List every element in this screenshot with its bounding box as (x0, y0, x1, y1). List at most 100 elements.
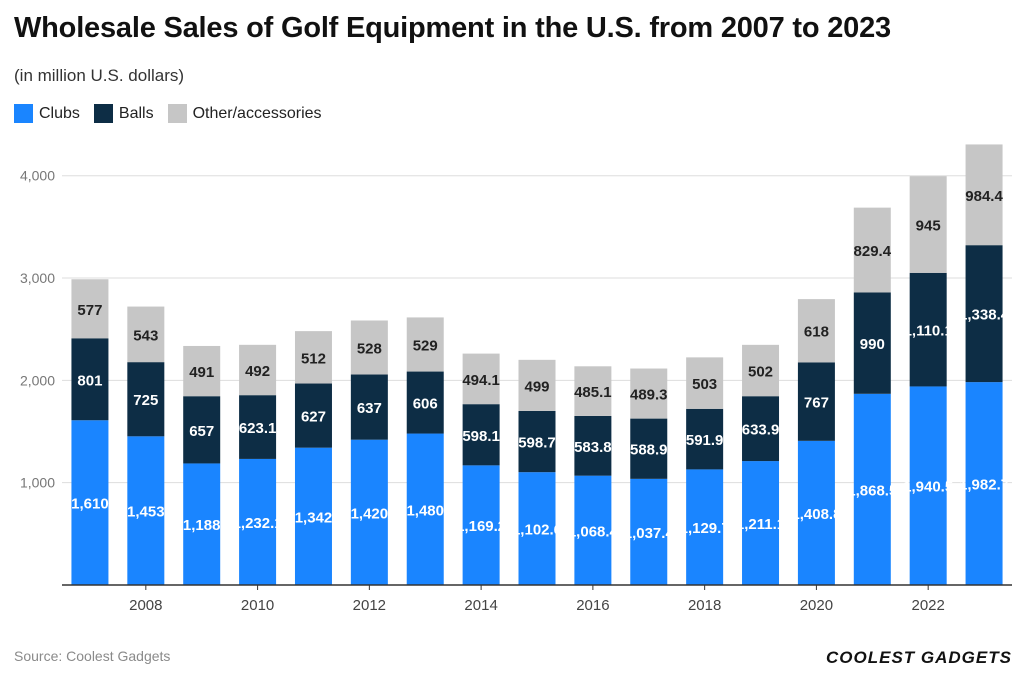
data-label-other: 503 (692, 376, 717, 393)
y-tick-label: 3,000 (20, 270, 55, 286)
data-label-clubs: 1,037.4 (624, 525, 675, 542)
bar-other (686, 357, 724, 409)
data-label-balls: 637 (357, 400, 382, 417)
y-tick-label: 4,000 (20, 168, 55, 184)
data-label-clubs: 1,232.1 (233, 515, 283, 532)
bar-other (909, 176, 947, 273)
bar-other (239, 344, 277, 396)
x-tick-label: 2020 (800, 597, 833, 614)
data-label-balls: 657 (189, 423, 214, 440)
data-label-balls: 767 (804, 395, 829, 412)
data-label-clubs: 1,420 (351, 505, 389, 522)
data-label-clubs: 1,169.2 (456, 518, 506, 535)
data-label-balls: 623.1 (239, 420, 277, 437)
bar-balls (686, 408, 724, 470)
data-label-other: 984.4 (965, 188, 1003, 205)
bar-balls (574, 415, 612, 476)
bar-balls (406, 371, 444, 434)
legend-item-other: Other/accessories (167, 104, 322, 123)
bar-balls (797, 362, 835, 441)
bar-clubs (574, 475, 612, 585)
x-tick-label: 2010 (241, 597, 274, 614)
bar-other (742, 344, 780, 397)
legend-label-balls: Balls (118, 104, 154, 122)
data-label-other: 543 (133, 327, 158, 344)
data-label-balls: 725 (133, 392, 158, 409)
y-tick-label: 1,000 (20, 475, 55, 491)
bar-balls (183, 396, 221, 464)
bar-other (797, 299, 835, 363)
bar-balls (462, 404, 500, 466)
bar-clubs (71, 420, 109, 585)
data-label-other: 618 (804, 324, 829, 341)
data-label-clubs: 1,129.7 (680, 520, 730, 537)
x-tick-label: 2012 (353, 597, 386, 614)
bar-balls (127, 362, 165, 437)
data-label-clubs: 1,342 (295, 509, 333, 526)
bar-clubs (909, 386, 947, 585)
bar-balls (239, 395, 277, 459)
chart-title: Wholesale Sales of Golf Equipment in the… (14, 12, 891, 44)
data-label-balls: 588.9 (630, 442, 668, 459)
data-label-clubs: 1,982.7 (959, 477, 1009, 494)
data-label-other: 492 (245, 363, 270, 380)
bar-balls (294, 383, 332, 448)
data-label-balls: 583.8 (574, 439, 612, 456)
bar-balls (853, 292, 891, 394)
bar-clubs (742, 461, 780, 585)
bar-balls (909, 272, 947, 387)
data-label-balls: 1,338.4 (959, 307, 1010, 324)
brand-logo: COOLEST GADGETS (826, 648, 1012, 667)
bar-balls (965, 245, 1003, 383)
bar-clubs (239, 458, 277, 585)
bar-clubs (183, 463, 221, 585)
data-label-other: 577 (77, 302, 102, 319)
data-label-clubs: 1,102.6 (512, 522, 562, 539)
data-label-other: 528 (357, 341, 382, 358)
chart-legend: Clubs Balls Other/accessories (14, 104, 336, 123)
data-label-other: 829.4 (854, 243, 892, 260)
data-label-other: 512 (301, 350, 326, 367)
legend-swatch-clubs (14, 104, 33, 123)
bar-other (518, 359, 556, 411)
data-label-clubs: 1,610 (71, 496, 109, 513)
bar-other (965, 144, 1003, 246)
data-label-clubs: 1,940.5 (903, 479, 953, 496)
bar-other (127, 306, 165, 363)
legend-label-other: Other/accessories (192, 104, 322, 122)
data-label-clubs: 1,480 (406, 502, 444, 519)
data-label-balls: 1,110.1 (904, 323, 953, 340)
legend-label-clubs: Clubs (39, 104, 80, 122)
bar-other (853, 207, 891, 293)
data-label-other: 499 (524, 378, 549, 395)
data-label-other: 502 (748, 364, 773, 381)
x-tick-label: 2008 (129, 597, 162, 614)
bar-clubs (853, 393, 891, 585)
legend-swatch-other (167, 104, 187, 123)
bar-other (183, 345, 221, 397)
data-label-clubs: 1,868.5 (847, 482, 897, 499)
y-tick-label: 2,000 (20, 372, 55, 388)
bar-other (350, 320, 388, 375)
data-label-balls: 591.9 (686, 432, 724, 449)
data-label-other: 945 (916, 217, 941, 234)
data-label-other: 485.1 (574, 384, 612, 401)
legend-swatch-balls (93, 104, 113, 123)
bar-balls (71, 338, 109, 421)
x-tick-label: 2016 (576, 597, 609, 614)
data-label-balls: 598.1 (462, 428, 500, 445)
bar-clubs (294, 447, 332, 585)
x-tick-label: 2014 (464, 597, 497, 614)
bar-other (71, 279, 109, 339)
data-label-balls: 627 (301, 409, 326, 426)
data-label-balls: 990 (860, 336, 885, 353)
data-label-other: 491 (189, 364, 214, 381)
source-note: Source: Coolest Gadgets (14, 648, 171, 664)
data-label-other: 489.3 (630, 387, 668, 404)
bar-balls (518, 410, 556, 473)
legend-item-balls: Balls (93, 104, 154, 123)
data-label-clubs: 1,188 (183, 517, 221, 534)
bar-clubs (127, 436, 165, 585)
bar-balls (350, 374, 388, 440)
bar-other (294, 331, 332, 384)
